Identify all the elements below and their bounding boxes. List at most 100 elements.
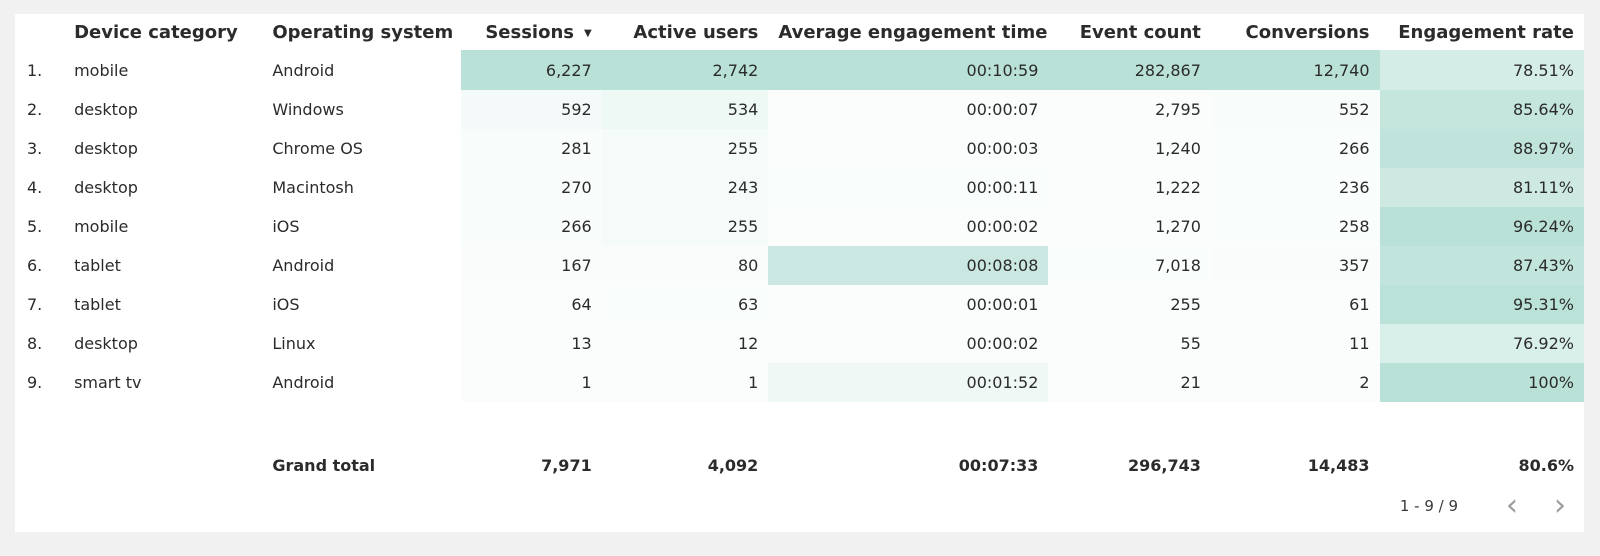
grand-total-conversions: 14,483 — [1307, 455, 1370, 475]
row-index-cell: 4. — [27, 178, 43, 197]
table-spacer-row — [15, 402, 1584, 438]
sessions-cell: 266 — [460, 207, 602, 246]
table-row[interactable]: 9. smart tv Android 1 1 00:01:52 21 2 100% — [15, 363, 1584, 402]
data-table-card: Device category Operating system Session… — [15, 14, 1584, 532]
event-count-cell: 282,867 — [1048, 50, 1211, 90]
column-header-engagement-rate[interactable]: Engagement rate — [1398, 21, 1574, 43]
grand-total-active-users: 4,092 — [707, 455, 759, 475]
column-header-event-count[interactable]: Event count — [1079, 21, 1201, 43]
sessions-cell: 6,227 — [460, 50, 602, 90]
engagement-rate-cell: 100% — [1379, 363, 1584, 402]
operating-system-cell: Chrome OS — [272, 139, 363, 158]
active-users-cell: 63 — [601, 285, 769, 324]
sessions-cell: 167 — [460, 246, 602, 285]
grand-total-device-cell — [64, 438, 262, 492]
device-category-cell: smart tv — [74, 373, 142, 392]
column-header-device-category[interactable]: Device category — [74, 21, 238, 43]
grand-total-engagement-time: 00:07:33 — [958, 455, 1039, 475]
table-row[interactable]: 2. desktop Windows 592 534 00:00:07 2,795 552 85… — [15, 90, 1584, 129]
engagement-time-cell: 00:01:52 — [768, 363, 1049, 402]
event-count-cell: 21 — [1048, 363, 1211, 402]
row-index-cell: 7. — [27, 295, 43, 314]
grand-total-sessions: 7,971 — [541, 455, 592, 475]
event-count-cell: 1,270 — [1048, 207, 1211, 246]
sessions-cell: 64 — [460, 285, 602, 324]
engagement-rate-cell: 81.11% — [1379, 168, 1584, 207]
engagement-time-cell: 00:00:11 — [768, 168, 1049, 207]
engagement-time-cell: 00:00:02 — [768, 207, 1049, 246]
column-header-conversions[interactable]: Conversions — [1245, 21, 1370, 43]
device-category-cell: mobile — [74, 217, 129, 236]
chevron-right-icon[interactable]: › — [1554, 488, 1566, 523]
table-row[interactable]: 4. desktop Macintosh 270 243 00:00:11 1,222 236… — [15, 168, 1584, 207]
device-category-cell: desktop — [74, 100, 138, 119]
active-users-cell: 255 — [601, 129, 769, 168]
row-index-cell: 5. — [27, 217, 43, 236]
row-index-cell: 3. — [27, 139, 43, 158]
row-index-cell: 1. — [27, 60, 43, 80]
grand-total-row: Grand total 7,971 4,092 00:07:33 296,743… — [15, 438, 1584, 492]
conversions-cell: 266 — [1210, 129, 1380, 168]
active-users-cell: 534 — [601, 90, 769, 129]
table-row[interactable]: 3. desktop Chrome OS 281 255 00:00:03 1,240 266… — [15, 129, 1584, 168]
engagement-time-cell: 00:00:03 — [768, 129, 1049, 168]
operating-system-cell: Android — [272, 60, 335, 80]
device-category-cell: desktop — [74, 178, 138, 197]
operating-system-cell: Android — [272, 256, 335, 275]
table-row[interactable]: 7. tablet iOS 64 63 00:00:01 255 61 95.31% — [15, 285, 1584, 324]
operating-system-cell: Macintosh — [272, 178, 354, 197]
grand-total-engagement-rate: 80.6% — [1518, 455, 1574, 475]
grand-total-label: Grand total — [272, 455, 376, 475]
table-row[interactable]: 1. mobile Android 6,227 2,742 00:10:59 282,867… — [15, 50, 1584, 90]
operating-system-cell: iOS — [272, 217, 300, 236]
operating-system-cell: Windows — [272, 100, 344, 119]
device-category-cell: desktop — [74, 139, 138, 158]
table-row[interactable]: 5. mobile iOS 266 255 00:00:02 1,270 258 96.24% — [15, 207, 1584, 246]
column-header-operating-system[interactable]: Operating system — [272, 21, 454, 43]
column-header-active-users[interactable]: Active users — [633, 21, 759, 43]
table-header-row: Device category Operating system Session… — [15, 14, 1584, 50]
conversions-cell: 2 — [1210, 363, 1380, 402]
conversions-cell: 61 — [1210, 285, 1380, 324]
event-count-cell: 255 — [1048, 285, 1211, 324]
sessions-cell: 13 — [460, 324, 602, 363]
row-index-cell: 8. — [27, 334, 43, 353]
pagination-range: 1 - 9 / 9 — [1399, 497, 1458, 515]
engagement-rate-cell: 88.97% — [1379, 129, 1584, 168]
event-count-cell: 7,018 — [1048, 246, 1211, 285]
sessions-cell: 592 — [460, 90, 602, 129]
chevron-left-icon[interactable]: ‹ — [1506, 488, 1518, 523]
conversions-cell: 357 — [1210, 246, 1380, 285]
engagement-rate-cell: 96.24% — [1379, 207, 1584, 246]
engagement-rate-cell: 85.64% — [1379, 90, 1584, 129]
active-users-cell: 12 — [601, 324, 769, 363]
table-body: 1. mobile Android 6,227 2,742 00:10:59 282,867… — [15, 50, 1584, 402]
column-header-average-engagement-time[interactable]: Average engagement time — [778, 21, 1048, 43]
table-row[interactable]: 8. desktop Linux 13 12 00:00:02 55 11 76.92% — [15, 324, 1584, 363]
device-category-cell: mobile — [74, 60, 129, 80]
engagement-time-cell: 00:10:59 — [768, 50, 1049, 90]
engagement-time-cell: 00:00:01 — [768, 285, 1049, 324]
table-row[interactable]: 6. tablet Android 167 80 00:08:08 7,018 357 87.4… — [15, 246, 1584, 285]
device-category-cell: tablet — [74, 256, 121, 275]
index-column-header — [15, 14, 64, 50]
sort-descending-icon: ▼ — [584, 27, 592, 39]
data-table: Device category Operating system Session… — [15, 14, 1584, 492]
conversions-cell: 11 — [1210, 324, 1380, 363]
pagination: 1 - 9 / 9 ‹ › — [1399, 488, 1584, 523]
grand-total-event-count: 296,743 — [1128, 455, 1201, 475]
row-index-cell: 6. — [27, 256, 43, 275]
engagement-time-cell: 00:00:07 — [768, 90, 1049, 129]
grand-total-index-cell — [15, 438, 64, 492]
sessions-cell: 270 — [460, 168, 602, 207]
active-users-cell: 243 — [601, 168, 769, 207]
conversions-cell: 552 — [1210, 90, 1380, 129]
engagement-rate-cell: 95.31% — [1379, 285, 1584, 324]
engagement-rate-cell: 76.92% — [1379, 324, 1584, 363]
event-count-cell: 2,795 — [1048, 90, 1211, 129]
conversions-cell: 258 — [1210, 207, 1380, 246]
column-header-sessions[interactable]: Sessions ▼ — [485, 21, 592, 43]
conversions-cell: 236 — [1210, 168, 1380, 207]
active-users-cell: 255 — [601, 207, 769, 246]
engagement-rate-cell: 78.51% — [1379, 50, 1584, 90]
